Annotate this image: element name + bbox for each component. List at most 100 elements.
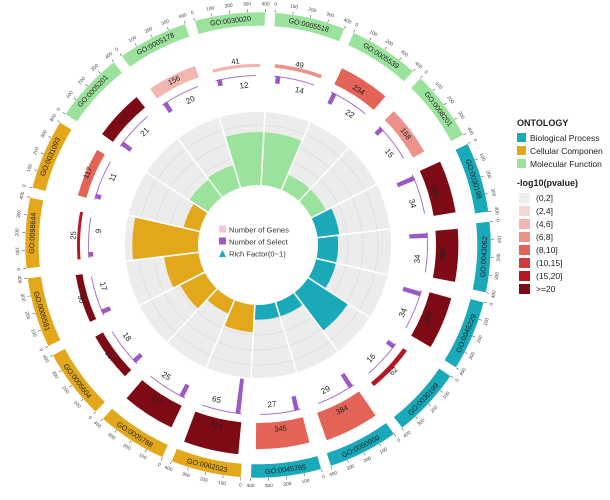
axis-tick-label: 200 [384, 38, 394, 48]
axis-tick-label: 300 [325, 11, 335, 19]
axis-tick [478, 319, 482, 321]
select-count-label: 21 [139, 125, 152, 138]
axis-tick [119, 53, 122, 57]
ontology-segment [52, 348, 106, 413]
select-count-label: 18 [121, 331, 134, 344]
axis-tick [399, 57, 402, 61]
axis-tick-label: 200 [23, 311, 31, 321]
axis-tick-label: 0 [423, 69, 429, 75]
select-count-label: 34 [397, 306, 409, 318]
axis-tick-label: 100 [14, 247, 20, 255]
select-base-line [424, 231, 428, 273]
axis-tick [144, 449, 147, 453]
axis-tick-label: 200 [61, 385, 71, 395]
select-base-line [215, 75, 256, 82]
pvalue-label: (0,2] [536, 192, 554, 203]
gene-count-label: 345 [274, 423, 288, 433]
sector-divider [298, 147, 350, 202]
gene-count-label: 41 [231, 56, 240, 66]
ontology-segment [326, 422, 395, 467]
select-base-line [405, 290, 422, 329]
pvalue-legend-item: (4,6] [517, 217, 610, 230]
axis-tick-label: 0 [21, 184, 28, 188]
axis-tick-label: 200 [224, 3, 233, 10]
axis-tick [474, 158, 478, 161]
legend: ONTOLOGY Biological Process Cellular Com… [517, 118, 610, 295]
axis-tick [38, 329, 42, 332]
select-base-line [90, 276, 105, 316]
ontology-segment [24, 196, 44, 269]
sector-divider [128, 214, 200, 233]
rich-factor-bar [180, 272, 217, 309]
rich-factor-bar [132, 217, 200, 260]
axis-tick [443, 102, 447, 106]
select-bar [402, 286, 422, 297]
ontology-segment [102, 407, 169, 458]
gene-count-label: 424 [209, 419, 223, 431]
axis-tick-label: 100 [29, 328, 38, 338]
axis-tick [384, 46, 387, 50]
axis-tick [114, 429, 117, 433]
axis-tick-label: 100 [368, 29, 378, 38]
select-count-label: 14 [294, 85, 305, 96]
ontology-legend-title: ONTOLOGY [517, 118, 569, 128]
sector-divider [280, 122, 311, 191]
gene-count-bar [384, 111, 425, 158]
axis-tick-label: 100 [206, 5, 215, 13]
select-base-line [119, 116, 148, 147]
select-bar [235, 378, 244, 415]
axis-tick [167, 27, 169, 31]
gene-count-bar [432, 228, 459, 282]
go-term-label: GO:0043062 [478, 236, 489, 278]
sector-divider [166, 288, 218, 343]
axis-tick [480, 175, 484, 178]
axis-tick-label: 400 [329, 470, 339, 478]
select-bar [385, 339, 396, 349]
axis-tick [464, 351, 468, 354]
sector-divider [293, 292, 339, 352]
pvalue-swatch [519, 244, 530, 255]
pvalue-label: (15,20] [536, 270, 563, 281]
axis-tick [472, 335, 476, 338]
rich-factor-bar [275, 293, 303, 317]
axis-tick-label: 0 [87, 415, 93, 421]
select-count-label: 65 [211, 394, 222, 405]
sector-divider [307, 277, 370, 319]
ontology-segment [27, 275, 62, 347]
center-legend-key-1 [219, 237, 226, 245]
center-legend-key-0 [219, 225, 226, 233]
select-count-label: 9 [94, 228, 103, 233]
axis-tick [62, 112, 66, 115]
axis-tick [486, 292, 490, 294]
axis-tick [379, 443, 382, 447]
sector-divider [177, 138, 223, 198]
gene-count-label: 297 [422, 310, 435, 325]
gene-count-label: 296 [438, 248, 448, 261]
axis-tick [100, 418, 103, 422]
select-base-line [201, 404, 242, 415]
gene-count-bar [370, 348, 407, 387]
axis-tick-label: 400 [413, 61, 423, 71]
sector-divider [317, 227, 391, 239]
legend-swatch-cc [517, 146, 526, 155]
pvalue-legend-item: >=20 [517, 282, 610, 295]
select-count-label: 29 [320, 384, 333, 396]
axis-tick-label: 300 [40, 129, 49, 139]
pvalue-swatch [519, 231, 530, 242]
axis-tick-label: 200 [363, 455, 373, 464]
axis-tick [420, 75, 423, 79]
axis-tick-label: 200 [32, 146, 41, 156]
axis-tick [59, 370, 62, 373]
gene-count-bar [411, 292, 452, 348]
axis-tick [93, 411, 96, 415]
axis-tick-label: 300 [346, 463, 356, 472]
rich-factor-bar [207, 289, 235, 314]
axis-tick [48, 136, 52, 139]
sector-divider [260, 112, 266, 186]
axis-tick [401, 427, 405, 431]
legend-item-bp: Biological Process [517, 131, 610, 144]
